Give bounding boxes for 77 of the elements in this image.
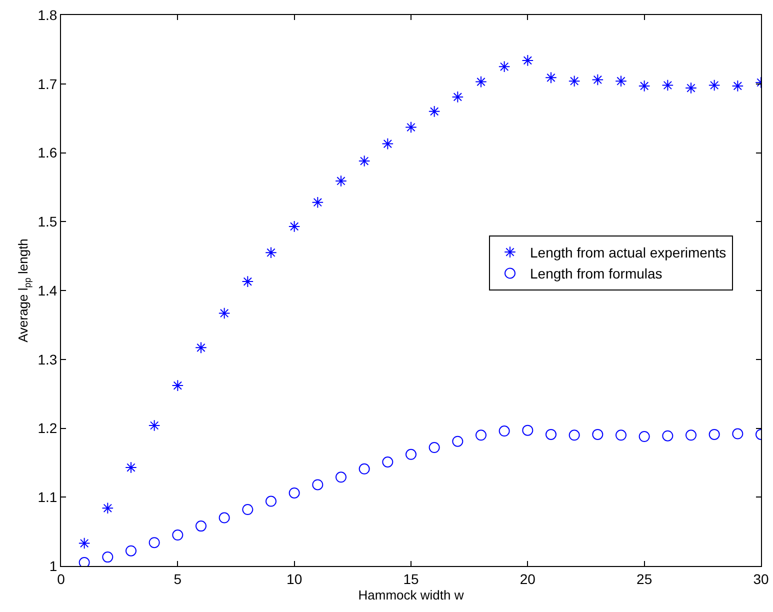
y-tick-label: 1.6 <box>38 144 58 161</box>
point <box>452 436 464 447</box>
point <box>382 138 394 150</box>
point <box>568 75 580 88</box>
point <box>592 74 604 86</box>
point <box>288 220 300 232</box>
point <box>196 520 206 532</box>
point <box>546 428 556 440</box>
point <box>335 175 347 187</box>
y-tick-label: 1.3 <box>38 351 58 368</box>
point <box>125 462 137 474</box>
x-tick-label: 10 <box>286 570 302 587</box>
y-tick-label: 1.7 <box>38 76 58 92</box>
point <box>195 342 207 354</box>
x-tick-label: 15 <box>403 570 419 587</box>
point <box>218 307 230 320</box>
x-tick-label: 5 <box>174 570 182 587</box>
point <box>732 80 744 92</box>
point <box>406 448 416 460</box>
point <box>78 537 90 550</box>
point <box>475 76 487 88</box>
point <box>568 430 580 441</box>
y-tick-label: 1.8 <box>38 6 58 23</box>
point <box>685 82 697 94</box>
point <box>218 512 230 524</box>
point <box>126 545 136 556</box>
point <box>638 80 650 92</box>
point <box>476 430 486 441</box>
y-tick-label: 1.2 <box>38 420 58 436</box>
x-axis-title: Hammock width w <box>358 587 464 602</box>
point <box>708 428 720 440</box>
point <box>686 430 696 441</box>
point <box>615 75 627 88</box>
point <box>288 487 300 498</box>
x-tick-label: 20 <box>520 570 536 587</box>
point <box>428 442 440 454</box>
point <box>428 106 440 118</box>
y-tick-label: 1.1 <box>38 489 58 506</box>
point <box>172 380 184 392</box>
x-tick-label: 30 <box>753 570 769 587</box>
point <box>662 79 674 92</box>
point <box>638 431 650 442</box>
y-tick-label: 1.4 <box>38 282 58 298</box>
point <box>265 246 277 259</box>
point <box>545 72 557 84</box>
point <box>336 472 346 483</box>
legend-label: Length from actual experiments <box>530 244 726 261</box>
point <box>498 60 510 73</box>
point <box>616 430 626 441</box>
point <box>358 155 370 167</box>
point <box>405 121 417 134</box>
point <box>78 557 90 566</box>
point <box>312 196 324 208</box>
point <box>662 430 674 442</box>
y-tick-label: 1.5 <box>38 214 58 230</box>
point <box>242 504 254 516</box>
point <box>312 479 324 490</box>
x-tick-label: 25 <box>636 570 652 587</box>
point <box>522 424 534 436</box>
point <box>708 79 720 92</box>
y-tick-label: 1 <box>49 558 58 574</box>
point <box>102 552 114 563</box>
legend-label: Length from formulas <box>530 266 662 282</box>
point <box>498 426 510 437</box>
point <box>382 456 394 468</box>
point <box>148 420 160 432</box>
point <box>522 54 534 66</box>
point <box>242 276 254 288</box>
point <box>148 537 160 548</box>
point <box>452 91 464 103</box>
point <box>732 428 744 440</box>
point <box>102 502 114 514</box>
point <box>172 530 184 541</box>
point <box>592 428 604 440</box>
x-tick-label: 0 <box>57 570 66 587</box>
point <box>358 463 370 474</box>
point <box>266 496 276 507</box>
